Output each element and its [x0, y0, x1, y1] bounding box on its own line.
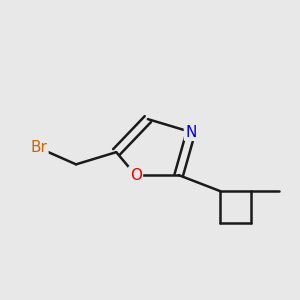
Text: O: O — [130, 168, 142, 183]
Text: N: N — [185, 124, 196, 140]
Text: Br: Br — [30, 140, 47, 155]
